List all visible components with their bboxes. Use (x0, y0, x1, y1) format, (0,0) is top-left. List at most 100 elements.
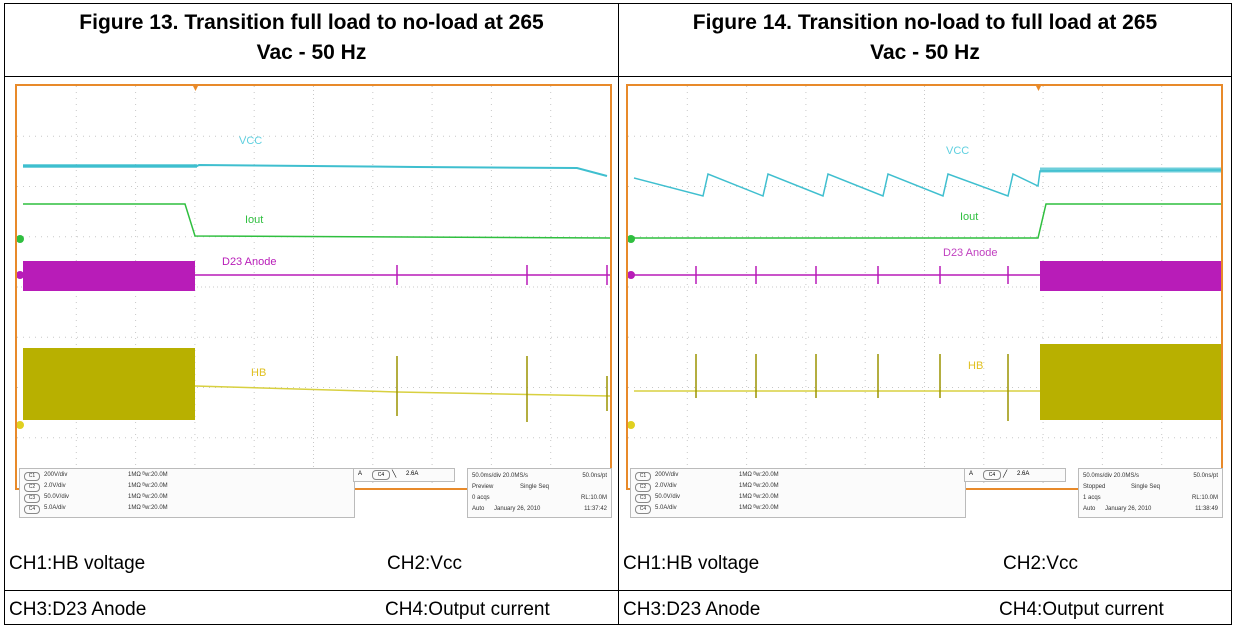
channel-tag: C4 (635, 505, 651, 514)
channel-row: C1 200V/div 1MΩ ᴮw:20.0M (635, 471, 955, 481)
figure-14-cell: Figure 14. Transition no-load to full lo… (619, 4, 1231, 624)
caption-ch4: CH4:Output current (385, 599, 550, 620)
channel-row: C2 2.0V/div 1MΩ ᴮw:20.0M (635, 482, 955, 492)
channel-vdiv: 50.0V/div (655, 494, 681, 500)
caption-ch3: CH3:D23 Anode (623, 599, 761, 620)
ch1-marker (17, 421, 24, 429)
trigger-level: 2.6A (1017, 471, 1030, 477)
d23-label: D23 Anode (222, 256, 276, 268)
hb-spikes (695, 354, 1009, 421)
figure-14-title: Figure 14. Transition no-load to full lo… (619, 4, 1231, 77)
trigger-box: A C4 ╱ 2.6A (964, 468, 1066, 482)
trigger-a: A (358, 471, 363, 477)
trigger-a: A (969, 471, 974, 477)
channel-tag: C3 (635, 494, 651, 503)
channel-vdiv: 2.0V/div (44, 483, 66, 489)
figure-13-title-line2: Vac - 50 Hz (256, 41, 367, 64)
acq-time: 11:38:49 (1195, 506, 1218, 512)
ch2-marker (628, 235, 635, 243)
channel-tag: C1 (24, 472, 40, 481)
acq-rl: RL:10.0M (580, 495, 607, 501)
trigger-slope: ╲ (392, 471, 397, 478)
acq-pt: 50.0ns/pt (582, 473, 607, 479)
vcc-trace (633, 169, 1221, 198)
channel-tag: C1 (635, 472, 651, 481)
trigger-level: 2.6A (406, 471, 419, 477)
caption-ch2: CH2:Vcc (1003, 553, 1078, 574)
vcc-label: VCC (946, 145, 969, 157)
channel-row: C1 200V/div 1MΩ ᴮw:20.0M (24, 471, 344, 481)
trigger-source: C4 (983, 470, 1001, 480)
hb-baseline (194, 385, 610, 397)
trigger-source: C4 (372, 470, 390, 480)
channel-row: C4 5.0A/div 1MΩ ᴮw:20.0M (635, 504, 955, 514)
channel-settings-box: C1 200V/div 1MΩ ᴮw:20.0M C2 2.0V/div 1MΩ… (19, 468, 355, 518)
ch3-marker (628, 271, 635, 279)
figure-13-title-line1: Figure 13. Transition full load to no-lo… (79, 11, 544, 34)
figure-13-scope-screen: VCC Iout D23 Anode HB (15, 84, 612, 490)
d23-burst (23, 261, 195, 291)
channel-settings-box: C1 200V/div 1MΩ ᴮw:20.0M C2 2.0V/div 1MΩ… (630, 468, 966, 518)
acq-pt: 50.0ns/pt (1193, 473, 1218, 479)
channel-vdiv: 200V/div (655, 472, 679, 478)
channel-impedance: 1MΩ ᴮw:20.0M (128, 505, 168, 511)
iout-trace (23, 203, 610, 239)
channel-row: C3 50.0V/div 1MΩ ᴮw:20.0M (24, 493, 344, 503)
channel-impedance: 1MΩ ᴮw:20.0M (739, 494, 779, 500)
acq-mode: Single Seq (520, 484, 550, 490)
channel-impedance: 1MΩ ᴮw:20.0M (739, 483, 779, 489)
hb-burst (23, 348, 195, 420)
acq-state: Preview (472, 484, 494, 490)
acq-timebase: 50.0ms/div 20.0MS/s (1083, 473, 1140, 479)
caption-ch2: CH2:Vcc (387, 553, 462, 574)
figure-14-scope-screen: VCC Iout D23 Anode HB (626, 84, 1223, 490)
figure-14-title-line2: Vac - 50 Hz (870, 41, 980, 64)
trigger-box: A C4 ╲ 2.6A (353, 468, 455, 482)
caption-ch4: CH4:Output current (999, 599, 1164, 620)
acq-date: January 26, 2010 (494, 506, 541, 512)
channel-vdiv: 5.0A/div (44, 505, 66, 511)
hb-label: HB (251, 367, 266, 379)
trigger-slope: ╱ (1003, 471, 1008, 478)
caption-divider (5, 590, 618, 591)
iout-label: Iout (960, 211, 978, 223)
figure-14-title-line1: Figure 14. Transition no-load to full lo… (692, 11, 1158, 34)
figure-table: Figure 13. Transition full load to no-lo… (4, 3, 1232, 625)
acquisition-box: 50.0ms/div 20.0MS/s 50.0ns/pt Stopped Si… (1078, 468, 1223, 518)
vcc-label: VCC (239, 135, 262, 147)
channel-tag: C2 (635, 483, 651, 492)
hb-spikes (396, 356, 608, 422)
acq-count: 0 acqs (472, 495, 490, 501)
channel-impedance: 1MΩ ᴮw:20.0M (128, 483, 168, 489)
figure-13-title: Figure 13. Transition full load to no-lo… (5, 4, 618, 77)
channel-tag: C2 (24, 483, 40, 492)
ch3-marker (17, 271, 24, 279)
acquisition-box: 50.0ms/div 20.0MS/s 50.0ns/pt Preview Si… (467, 468, 612, 518)
channel-impedance: 1MΩ ᴮw:20.0M (128, 494, 168, 500)
caption-divider (619, 590, 1231, 591)
ch2-marker (17, 235, 24, 243)
d23-spikes (396, 265, 608, 285)
acq-auto: Auto (472, 506, 485, 512)
figure-13-readout: C1 200V/div 1MΩ ᴮw:20.0M C2 2.0V/div 1MΩ… (15, 464, 612, 522)
acq-time: 11:37:42 (584, 506, 607, 512)
trigger-marker (1036, 86, 1041, 91)
caption-ch1: CH1:HB voltage (623, 553, 760, 574)
hb-label: HB (968, 360, 983, 372)
hb-burst (1040, 344, 1221, 420)
figure-14-readout: C1 200V/div 1MΩ ᴮw:20.0M C2 2.0V/div 1MΩ… (626, 464, 1223, 522)
channel-vdiv: 50.0V/div (44, 494, 70, 500)
channel-impedance: 1MΩ ᴮw:20.0M (128, 472, 168, 478)
channel-row: C4 5.0A/div 1MΩ ᴮw:20.0M (24, 504, 344, 514)
acq-mode: Single Seq (1131, 484, 1161, 490)
acq-auto: Auto (1083, 506, 1096, 512)
channel-tag: C3 (24, 494, 40, 503)
channel-impedance: 1MΩ ᴮw:20.0M (739, 472, 779, 478)
channel-tag: C4 (24, 505, 40, 514)
acq-date: January 26, 2010 (1105, 506, 1152, 512)
caption-ch3: CH3:D23 Anode (9, 599, 147, 620)
acq-timebase: 50.0ms/div 20.0MS/s (472, 473, 529, 479)
acq-count: 1 acqs (1083, 495, 1101, 501)
channel-impedance: 1MΩ ᴮw:20.0M (739, 505, 779, 511)
iout-trace (634, 203, 1221, 239)
